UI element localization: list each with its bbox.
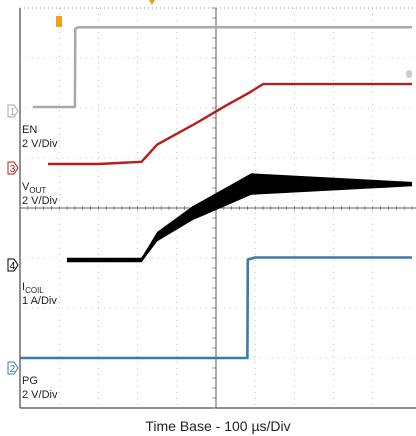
cursors bbox=[56, 0, 412, 78]
channel-scale-label: 1 A/Div bbox=[22, 295, 57, 307]
channel-name-label: VOUT bbox=[22, 181, 46, 195]
channel-2-marker: 2 bbox=[7, 361, 19, 375]
trace-ch4 bbox=[67, 182, 412, 262]
channel-scale-label: 2 V/Div bbox=[22, 389, 58, 401]
channel-marker-number: 3 bbox=[10, 164, 16, 175]
channel-marker-number: 1 bbox=[10, 107, 16, 118]
trace-ch1 bbox=[33, 25, 412, 109]
icoil-ripple-band bbox=[67, 173, 412, 263]
x-axis-label: Time Base - 100 µs/Div bbox=[145, 418, 290, 434]
channel-1-marker: 1 bbox=[7, 104, 19, 118]
trace-ch2 bbox=[20, 256, 412, 360]
channel-marker-outline bbox=[7, 361, 19, 375]
channel-markers: 1 3 4 2 bbox=[7, 104, 19, 375]
trigger-position-marker bbox=[149, 0, 155, 5]
channel-marker-outline bbox=[7, 104, 19, 118]
ch3-right-edge-indicator bbox=[406, 70, 412, 78]
channel-marker-outline bbox=[7, 161, 19, 175]
channel-name-label: EN bbox=[22, 124, 37, 136]
channel-name-subscript: OUT bbox=[29, 186, 46, 195]
channel-marker-number: 2 bbox=[10, 364, 16, 375]
traces bbox=[20, 25, 412, 360]
channel-name-label: PG bbox=[22, 375, 38, 387]
channel-scale-label: 2 V/Div bbox=[22, 195, 58, 207]
ch1-level-indicator bbox=[56, 16, 62, 27]
channel-marker-number: 4 bbox=[10, 261, 16, 272]
channel-name-label: ICOIL bbox=[22, 281, 44, 295]
channel-4-marker: 4 bbox=[7, 258, 19, 272]
channel-scale-label: 2 V/Div bbox=[22, 138, 58, 150]
trace-ch3 bbox=[48, 82, 412, 166]
channel-3-marker: 3 bbox=[7, 161, 19, 175]
channel-marker-outline bbox=[7, 258, 19, 272]
channel-name-subscript: COIL bbox=[25, 286, 44, 295]
grid bbox=[19, 7, 416, 409]
